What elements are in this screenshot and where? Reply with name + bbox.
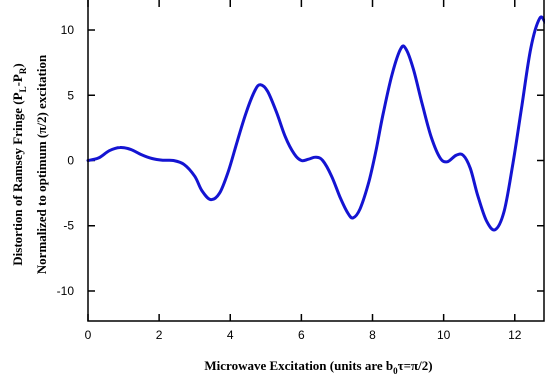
y-tick-label: 5 <box>67 88 74 102</box>
plot-frame <box>87 0 545 322</box>
series-line <box>86 15 545 232</box>
y-tick-label: 0 <box>67 154 74 168</box>
x-tick-label: 12 <box>508 328 522 342</box>
tick-labels: 0 2 4 6 8 10 12 10 5 0 -5 -10 <box>57 23 522 342</box>
x-tick-label: 10 <box>437 328 451 342</box>
x-tick-label: 2 <box>156 328 163 342</box>
x-tick-label: 4 <box>227 328 234 342</box>
y-axis-label-line2: Normalized to optimum (π/2) excitation <box>34 54 49 274</box>
y-axis-label-line1: Distortion of Ramsey Fringe (PL-PR) <box>10 63 28 265</box>
axis-ticks <box>87 0 544 321</box>
x-tick-label: 6 <box>298 328 305 342</box>
x-axis-label: Microwave Excitation (units are b0τ=π/2) <box>204 358 432 376</box>
x-tick-label: 8 <box>369 328 376 342</box>
y-tick-label: 10 <box>61 23 75 37</box>
y-tick-label: -10 <box>57 284 75 298</box>
y-tick-label: -5 <box>63 219 74 233</box>
x-tick-label: 0 <box>85 328 92 342</box>
